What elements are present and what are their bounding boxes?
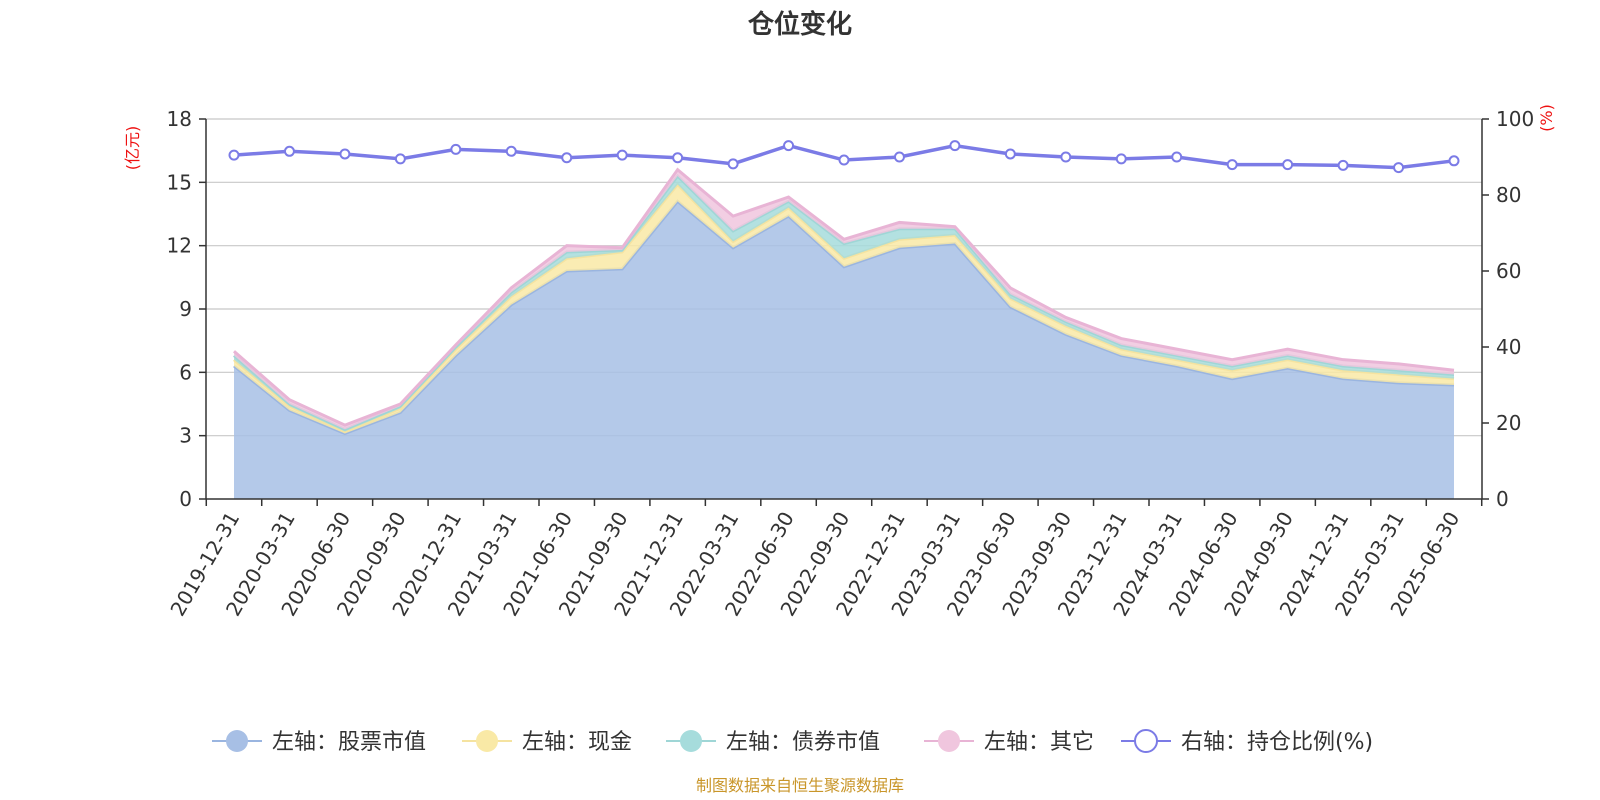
area-series-0 bbox=[234, 201, 1454, 500]
left-tick-label-1: 3 bbox=[179, 424, 192, 448]
legend-label-3: 左轴：其它 bbox=[984, 730, 1094, 755]
ratio-point-6 bbox=[561, 152, 573, 164]
legend-marker-1 bbox=[476, 730, 498, 752]
right-tick-label-2: 40 bbox=[1496, 335, 1521, 359]
ratio-point-14 bbox=[1004, 148, 1016, 160]
left-tick-label-3: 9 bbox=[179, 297, 192, 321]
ratio-point-20 bbox=[1337, 159, 1349, 171]
left-tick-label-0: 0 bbox=[179, 487, 192, 511]
ratio-point-16 bbox=[1115, 153, 1127, 165]
ratio-point-7 bbox=[616, 149, 628, 161]
chart-title: 仓位变化 bbox=[747, 9, 852, 40]
legend-label-2: 左轴：债券市值 bbox=[726, 730, 880, 755]
legend-marker-2 bbox=[680, 730, 702, 752]
left-axis-unit: (亿元) bbox=[123, 126, 142, 171]
legend-label-0: 左轴：股票市值 bbox=[272, 730, 426, 755]
ratio-point-19 bbox=[1282, 159, 1294, 171]
legend-item-3[interactable]: 左轴：其它 bbox=[924, 730, 1094, 755]
right-tick-label-4: 80 bbox=[1496, 183, 1521, 207]
ratio-point-10 bbox=[783, 140, 795, 152]
right-tick-label-0: 0 bbox=[1496, 487, 1509, 511]
legend-item-0[interactable]: 左轴：股票市值 bbox=[212, 730, 426, 755]
legend-marker-0 bbox=[226, 730, 248, 752]
ratio-point-3 bbox=[394, 153, 406, 165]
ratio-point-21 bbox=[1393, 162, 1405, 174]
legend-label-4: 右轴：持仓比例(%) bbox=[1181, 730, 1373, 755]
ratio-point-15 bbox=[1060, 151, 1072, 163]
legend-item-2[interactable]: 左轴：债券市值 bbox=[666, 730, 880, 755]
area-series-edge-3 bbox=[233, 167, 1455, 427]
stacked-areas bbox=[233, 167, 1455, 500]
ratio-point-9 bbox=[727, 158, 739, 170]
right-tick-label-3: 60 bbox=[1496, 259, 1521, 283]
legend-label-1: 左轴：现金 bbox=[522, 730, 632, 755]
ratio-point-4 bbox=[450, 143, 462, 155]
ratio-point-12 bbox=[893, 151, 905, 163]
left-tick-label-5: 15 bbox=[167, 170, 192, 194]
ratio-point-22 bbox=[1448, 155, 1460, 167]
legend: 左轴：股票市值 左轴：现金 左轴：债券市值 左轴：其它 右轴：持仓比例(%) bbox=[212, 729, 1373, 755]
legend-marker-3 bbox=[938, 730, 960, 752]
right-tick-label-1: 20 bbox=[1496, 411, 1521, 435]
source-note: 制图数据来自恒生聚源数据库 bbox=[696, 776, 904, 795]
left-tick-label-2: 6 bbox=[179, 360, 192, 384]
legend-item-4[interactable]: 右轴：持仓比例(%) bbox=[1121, 729, 1373, 755]
ratio-point-2 bbox=[339, 148, 351, 160]
ratio-point-17 bbox=[1171, 151, 1183, 163]
ratio-point-0 bbox=[228, 149, 240, 161]
ratio-point-5 bbox=[505, 145, 517, 157]
ratio-point-11 bbox=[838, 154, 850, 166]
ratio-point-18 bbox=[1226, 159, 1238, 171]
right-axis-unit: (%) bbox=[1537, 104, 1556, 132]
legend-item-1[interactable]: 左轴：现金 bbox=[462, 730, 632, 755]
left-tick-label-6: 18 bbox=[167, 107, 192, 131]
ratio-point-1 bbox=[283, 145, 295, 157]
holding-ratio-line bbox=[228, 140, 1460, 174]
ratio-point-8 bbox=[672, 152, 684, 164]
right-tick-label-5: 100 bbox=[1496, 107, 1534, 131]
ratio-point-13 bbox=[949, 140, 961, 152]
legend-marker-4 bbox=[1134, 729, 1158, 753]
left-tick-label-4: 12 bbox=[167, 234, 192, 258]
